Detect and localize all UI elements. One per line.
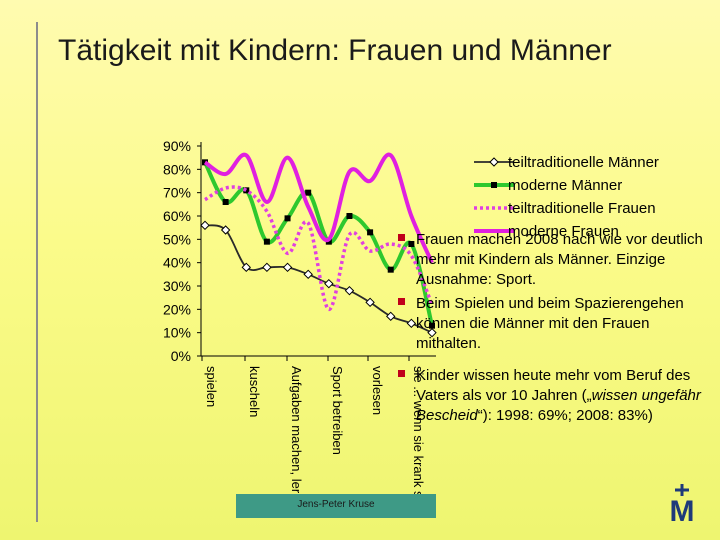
legend-label: teiltraditionelle Männer <box>508 154 659 171</box>
x-axis-ticks: spielen kuscheln Aufgaben machen, lernen Sp… <box>201 356 426 515</box>
x-tick-label: sie ... wenn sie krank sind <box>411 366 426 515</box>
note-text-emphasis: wissen ungefähr Bescheid <box>416 387 701 424</box>
y-tick-label: 30% <box>163 278 191 294</box>
data-point-marker <box>365 297 375 308</box>
note-text-end: “): 1998: 69%; 2008: 83%) <box>477 407 653 424</box>
data-point-marker <box>263 238 270 245</box>
legend-marker <box>491 182 497 188</box>
bullet-icon <box>398 370 405 377</box>
chart-axes <box>200 142 436 357</box>
data-point-marker <box>408 241 415 247</box>
data-point-marker <box>200 220 210 231</box>
y-tick-label: 80% <box>163 161 191 177</box>
data-point-marker <box>324 278 334 289</box>
data-point-marker <box>344 285 355 296</box>
note-text: Frauen machen 2008 nach wie vor deutlich… <box>416 231 703 288</box>
legend-marker <box>489 157 499 167</box>
legend-label: teiltraditionelle Frauen <box>508 200 656 217</box>
y-tick-label: 90% <box>163 138 191 154</box>
note-item: Beim Spielen und beim Spazierengehen kön… <box>398 294 718 354</box>
legend-label: moderne Frauen <box>508 223 619 240</box>
data-point-marker <box>303 269 313 280</box>
chart-legend: teiltraditionelle Männer moderne Männer te… <box>474 154 659 240</box>
cross-m-logo-icon: M <box>670 484 695 522</box>
y-tick-label: 20% <box>163 301 191 317</box>
data-point-marker <box>241 262 251 273</box>
bullet-icon <box>398 234 405 241</box>
y-tick-label: 40% <box>163 255 191 271</box>
note-item: Frauen machen 2008 nach wie vor deutlich… <box>398 230 718 290</box>
data-point-marker <box>386 311 396 322</box>
decorative-divider <box>36 22 38 522</box>
note-item: Kinder wissen heute mehr vom Beruf des V… <box>398 366 718 426</box>
legend-label: moderne Männer <box>508 177 622 194</box>
data-point-marker <box>429 322 435 329</box>
y-tick-label: 70% <box>163 185 191 201</box>
notes-list: Frauen machen 2008 nach wie vor deutlich… <box>398 230 718 430</box>
data-point-marker <box>305 189 312 196</box>
y-tick-label: 50% <box>163 231 191 247</box>
x-tick-label: Aufgaben machen, lernen <box>289 366 304 515</box>
note-text-start: Kinder wissen heute mehr vom Beruf des V… <box>416 367 691 404</box>
data-point-marker <box>220 225 231 235</box>
data-point-marker <box>367 229 374 236</box>
data-point-marker <box>387 266 394 273</box>
data-point-marker <box>346 213 353 219</box>
data-point-marker <box>406 318 417 329</box>
x-tick-label: spielen <box>204 366 219 407</box>
series-line-4 <box>203 152 434 264</box>
bullet-icon <box>398 298 405 305</box>
data-point-marker <box>427 327 437 338</box>
data-point-marker <box>284 215 291 222</box>
footer-bar: Jens-Peter Kruse <box>236 494 436 518</box>
y-axis-ticks: 0% 10% 20% 30% 40% 50% 60% 70% 80% 90% <box>163 138 201 364</box>
y-tick-label: 0% <box>171 348 191 364</box>
y-tick-label: 10% <box>163 325 191 341</box>
data-point-marker <box>222 199 229 205</box>
data-point-marker <box>282 262 293 273</box>
x-tick-label: Sport betreiben <box>330 366 345 455</box>
x-tick-label: kuscheln <box>247 366 262 417</box>
note-text: Beim Spielen und beim Spazierengehen kön… <box>416 295 684 352</box>
slide-title: Tätigkeit mit Kindern: Frauen und Männer <box>58 34 612 67</box>
x-tick-label: vorlesen <box>370 366 385 415</box>
footer-author: Jens-Peter Kruse <box>297 499 375 510</box>
data-point-marker <box>262 262 272 273</box>
data-point-marker <box>243 187 250 194</box>
logo-letter: M <box>670 495 695 522</box>
y-tick-label: 60% <box>163 208 191 224</box>
chart-series <box>200 152 437 338</box>
